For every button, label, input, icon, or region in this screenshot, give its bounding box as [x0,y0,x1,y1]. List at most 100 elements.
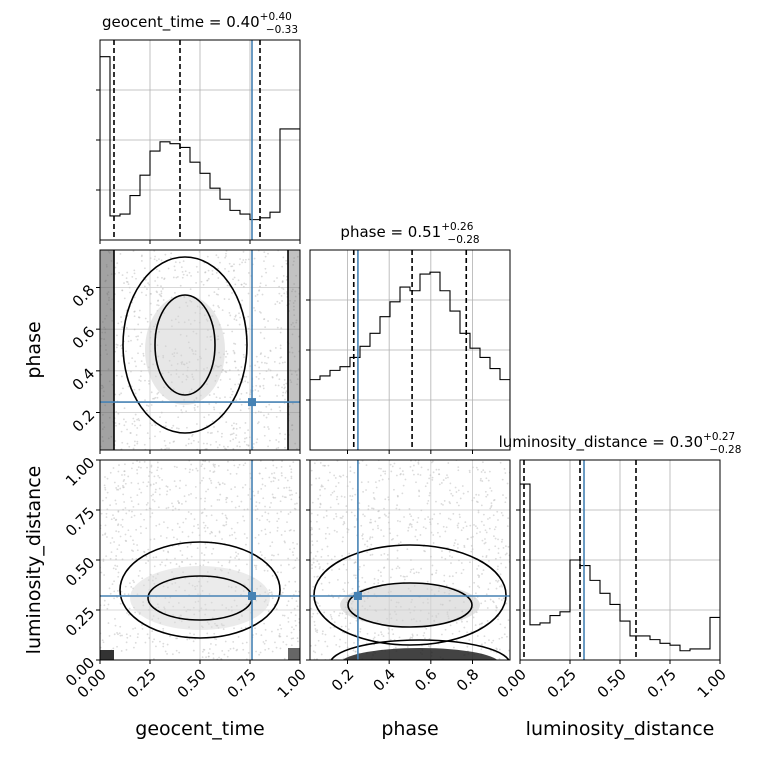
sample-point [228,561,231,564]
sample-point [389,532,392,535]
sample-point [281,265,284,268]
sample-point [369,536,372,539]
sample-point [207,488,209,491]
sample-point [245,392,248,394]
sample-point [454,539,457,541]
sample-point [312,612,315,615]
sample-point [222,628,225,630]
sample-point [150,465,153,468]
x-axis-label: phase [381,718,438,740]
sample-point [353,471,356,474]
sample-point [248,488,251,490]
sample-point [294,508,297,511]
sample-point [397,542,400,545]
sample-point [164,650,167,653]
sample-point [452,512,455,515]
sample-point [345,505,348,507]
sample-point [159,563,162,566]
sample-point [217,305,220,307]
sample-point [282,288,285,290]
sample-point [453,544,455,547]
sample-point [155,482,158,484]
sample-point [118,271,120,274]
sample-point [225,356,227,358]
sample-point [133,444,136,447]
sample-point [176,522,179,525]
sample-point [128,607,131,610]
sample-point [244,261,247,264]
sample-point [320,484,323,487]
sample-point [245,543,247,546]
sample-point [507,619,510,622]
sample-point [212,657,215,660]
panel-title-phase: phase = 0.51+0.26 −0.28 [340,221,479,246]
sample-point [475,532,478,535]
sample-point [137,466,140,469]
sample-point [500,584,503,587]
sample-point [479,531,481,533]
sample-point [366,632,369,635]
sample-point [213,291,216,294]
sample-point [123,593,126,596]
sample-point [146,288,148,290]
sample-point [318,563,320,565]
sample-point [399,473,402,476]
sample-point [333,529,336,532]
sample-point [207,561,210,564]
sample-point [399,575,402,577]
sample-point [128,362,130,365]
sample-point [280,465,283,468]
sample-point [460,529,463,532]
sample-point [205,514,208,517]
sample-point [126,428,128,431]
sample-point [132,550,134,552]
sample-point [107,603,110,606]
sample-point [157,304,160,307]
sample-point [162,549,165,552]
sample-point [504,553,507,556]
sample-point [239,409,242,412]
sample-point [312,561,315,564]
sample-point [247,315,250,318]
sample-point [131,357,134,360]
sample-point [354,493,357,496]
sample-point [136,460,138,462]
sample-point [122,493,125,496]
sample-point [123,473,126,476]
sample-point [210,479,212,482]
sample-point [290,489,293,492]
sample-point [122,486,125,489]
sample-point [273,496,275,499]
sample-point [290,637,293,640]
sample-point [420,466,423,469]
sample-point [224,514,227,517]
sample-point [368,537,371,540]
sample-point [490,504,493,507]
sample-point [290,373,293,376]
sample-point [114,499,117,502]
sample-point [238,323,241,326]
sample-point [399,520,401,523]
sample-point [229,440,232,442]
sample-point [293,566,296,569]
sample-point [237,383,240,386]
sample-point [276,300,279,303]
sample-point [444,557,447,560]
sample-point [316,514,319,516]
sample-point [494,557,497,560]
sample-point [208,294,210,297]
sample-point [223,298,226,300]
sample-point [202,283,205,286]
sample-point [217,481,220,484]
sample-point [269,369,272,372]
sample-point [125,648,128,651]
sample-point [135,434,138,436]
sample-point [161,287,164,290]
sample-point [402,575,405,578]
sample-point [331,617,333,620]
sample-point [132,539,134,542]
sample-point [406,646,409,648]
y-tick-label: 0.8 [69,281,99,311]
sample-point [505,496,507,499]
